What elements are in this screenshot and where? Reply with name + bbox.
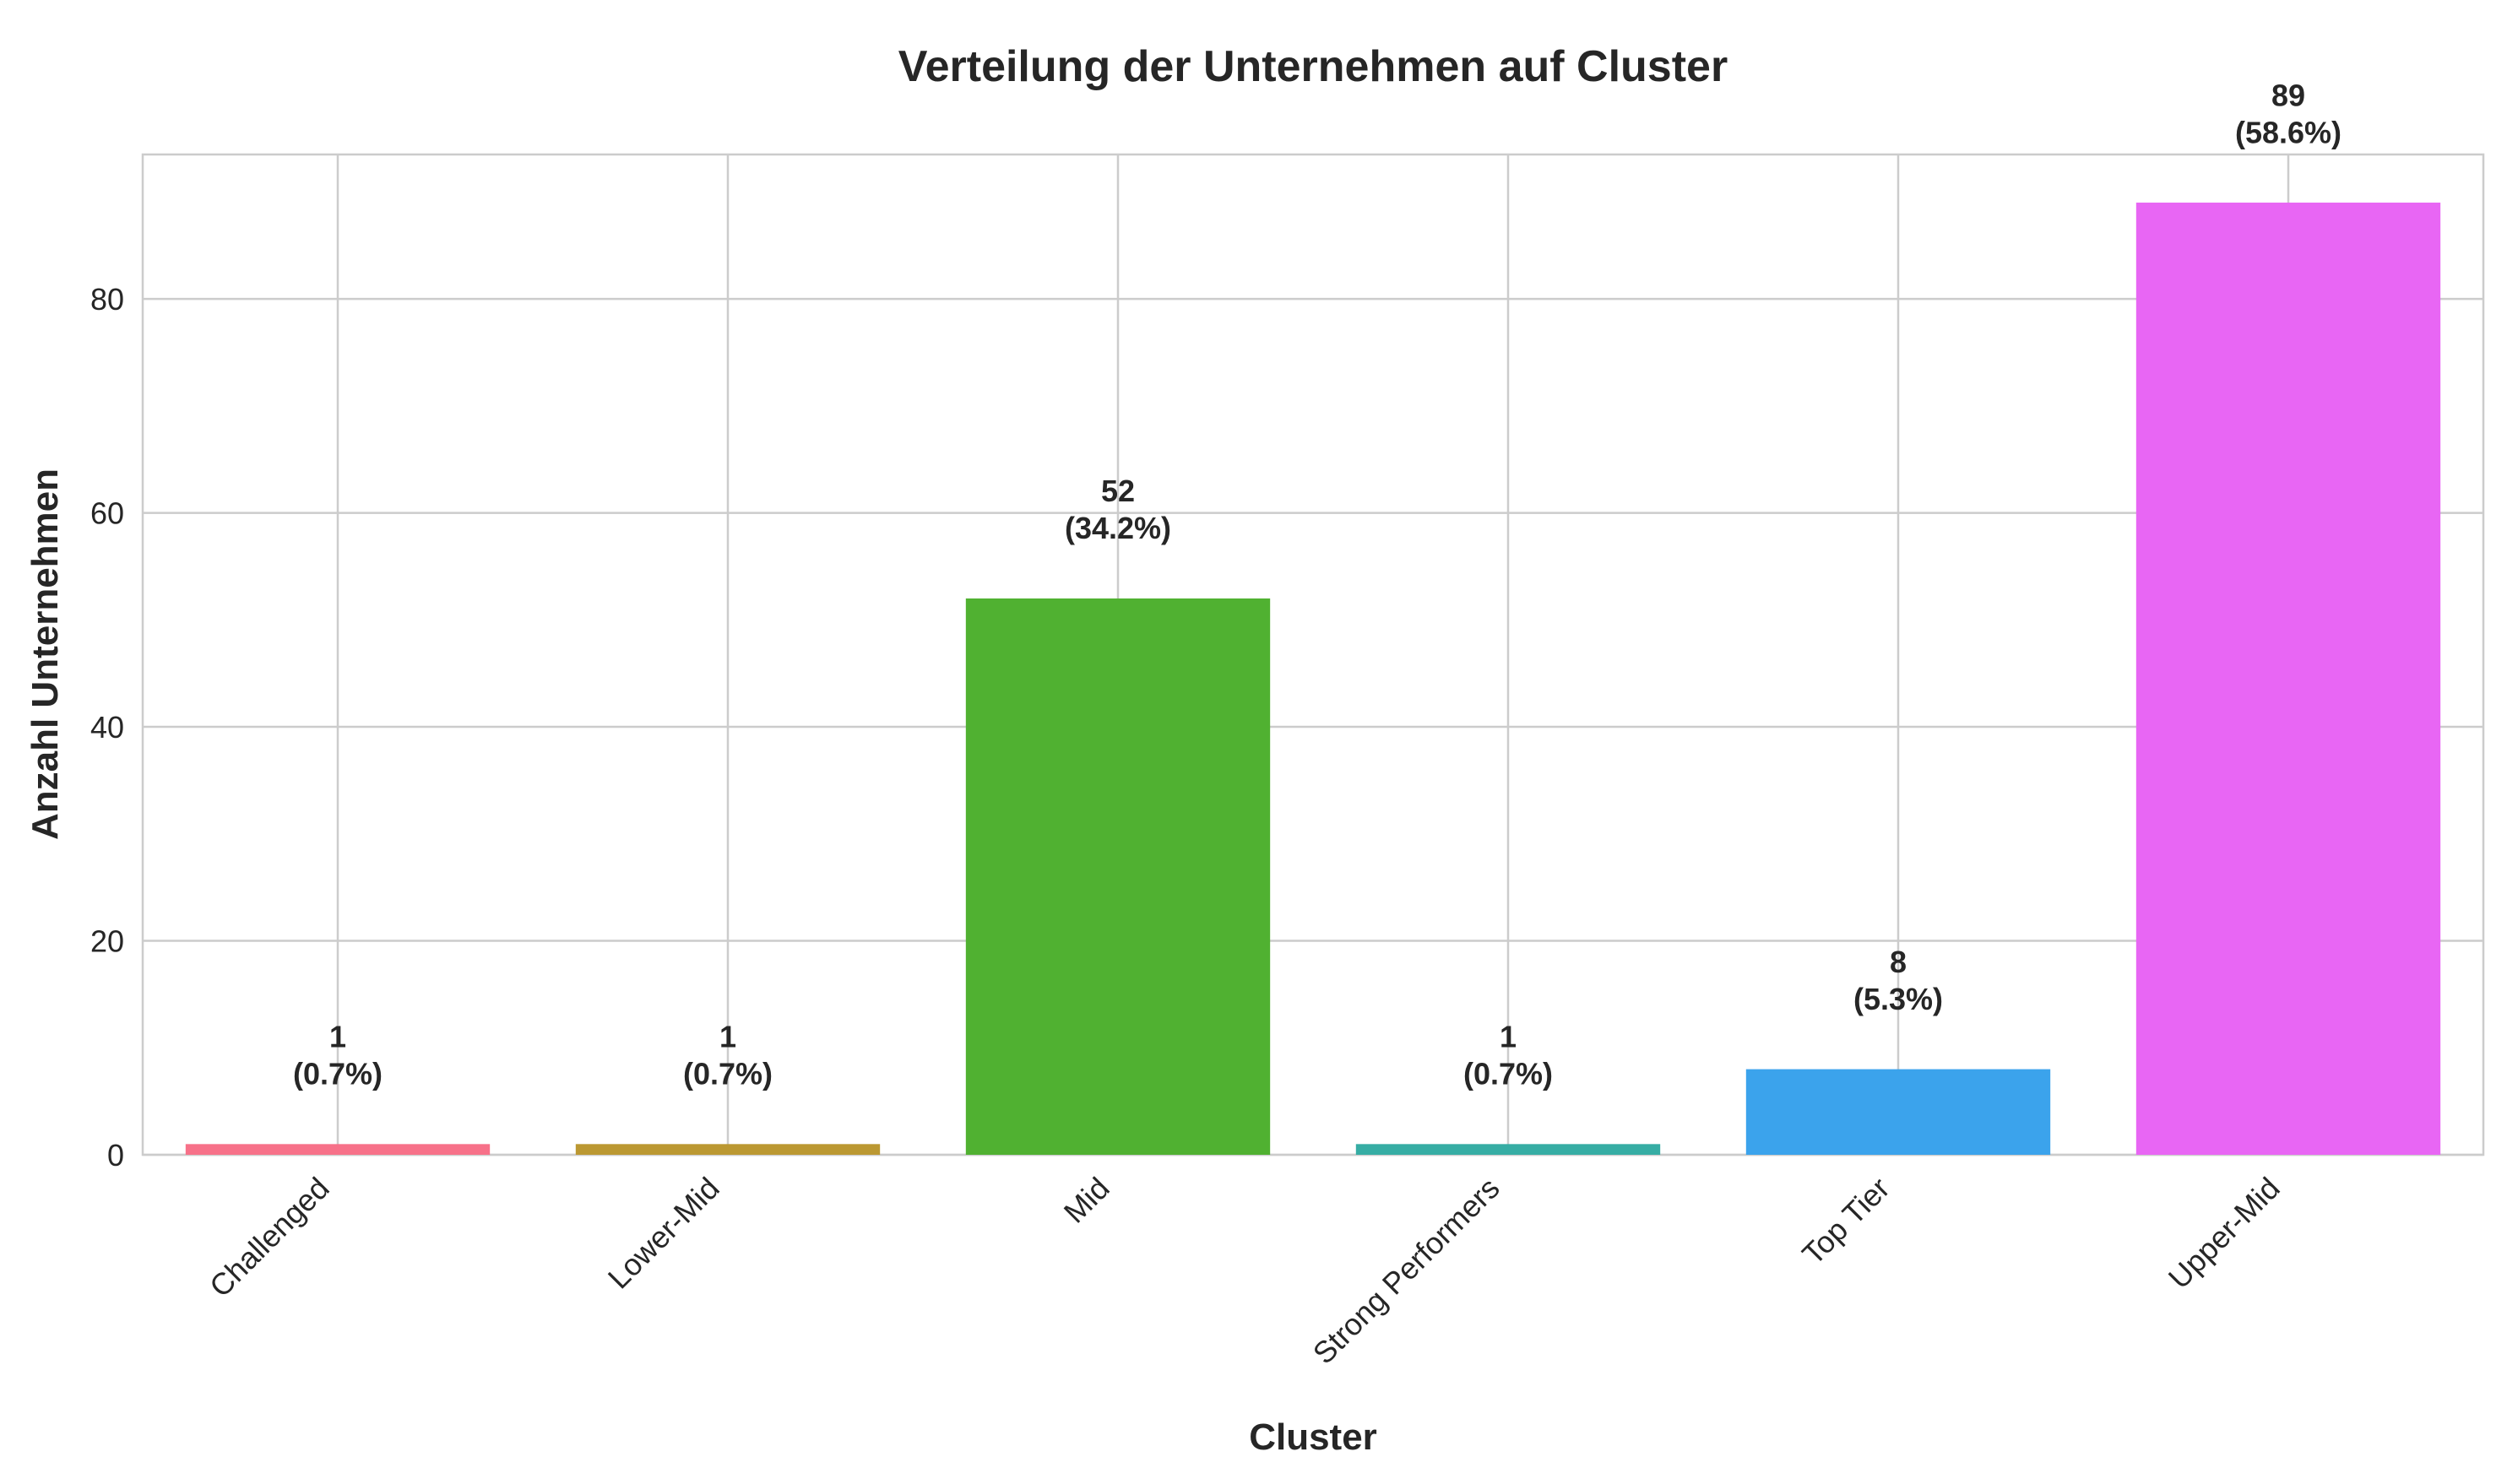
bars [185,203,2441,1155]
x-tick-label: Mid [1057,1171,1116,1230]
y-tick-label: 80 [90,282,124,317]
y-axis-ticks: 0 20 40 60 80 [90,282,124,1173]
x-tick-label: Strong Performers [1306,1171,1506,1371]
data-label-percent: (58.6%) [2235,115,2341,149]
x-axis-ticks: Challenged Lower-Mid Mid Strong Performers T… [203,1171,2287,1371]
x-tick-label: Top Tier [1795,1171,1897,1272]
bar-top-tier [1745,1069,2051,1155]
data-label-count: 8 [1890,945,1907,979]
bar-upper-mid [2135,203,2441,1155]
data-label-percent: (0.7%) [1463,1057,1553,1091]
y-axis-label: Anzahl Unternehmen [24,468,66,840]
data-label-count: 1 [329,1020,346,1054]
data-label-count: 52 [1101,474,1135,508]
x-tick-label: Lower-Mid [601,1171,726,1296]
data-label-percent: (0.7%) [683,1057,773,1091]
x-tick-label: Challenged [203,1171,336,1304]
plot-frame [141,153,2485,1156]
x-tick-label: Upper-Mid [2162,1171,2287,1296]
data-labels: 1(0.7%)1(0.7%)52(34.2%)1(0.7%)8(5.3%)89(… [293,78,2341,1091]
data-label-percent: (0.7%) [293,1057,383,1091]
data-label-percent: (5.3%) [1853,982,1943,1016]
bar-strong-performers [1355,1144,1661,1155]
data-label-count: 1 [719,1020,736,1054]
x-axis-label: Cluster [1249,1416,1377,1458]
y-tick-label: 40 [90,710,124,745]
y-tick-label: 0 [107,1138,124,1173]
bar-challenged [185,1144,491,1155]
data-label-count: 89 [2271,78,2305,112]
y-tick-label: 20 [90,924,124,959]
bar-lower-mid [575,1144,881,1155]
bar-mid [965,598,1271,1155]
grid-lines [143,154,2483,1156]
chart-title: Verteilung der Unternehmen auf Cluster [898,42,1728,91]
data-label-count: 1 [1500,1020,1517,1054]
y-tick-label: 60 [90,496,124,531]
data-label-percent: (34.2%) [1065,511,1171,545]
